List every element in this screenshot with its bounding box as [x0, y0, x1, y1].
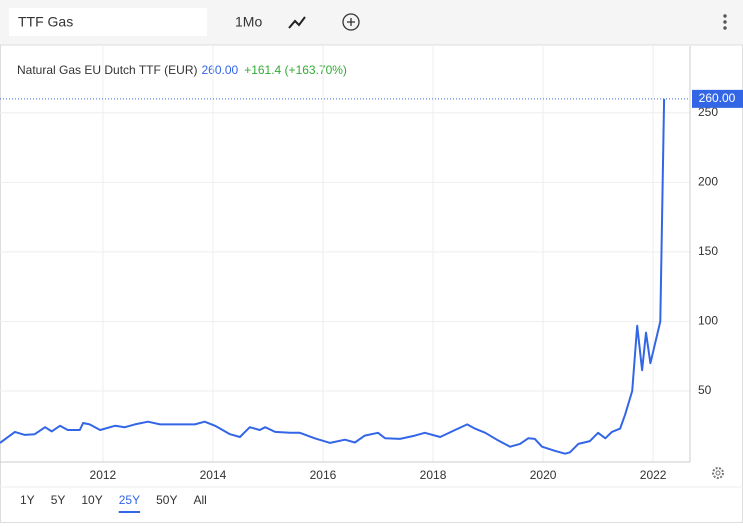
search-box[interactable] [9, 8, 207, 36]
menu-icon[interactable] [723, 14, 727, 30]
y-tick-label: 50 [698, 383, 712, 397]
x-tick-label: 2018 [420, 468, 447, 482]
interval-button[interactable]: 1Mo [235, 14, 262, 30]
range-button[interactable]: All [193, 493, 206, 507]
legend-name: Natural Gas EU Dutch TTF (EUR) [17, 63, 197, 77]
last-price-label: 260.00 [699, 91, 736, 105]
range-button[interactable]: 1Y [20, 493, 35, 507]
legend-price: 260.00 [201, 63, 238, 77]
last-price-box [692, 89, 743, 108]
price-line [0, 98, 666, 455]
chart-type-icon[interactable] [288, 16, 306, 29]
compare-plus [347, 18, 355, 26]
settings-icon[interactable] [712, 467, 724, 479]
y-tick-label: 200 [698, 175, 718, 189]
compare-icon[interactable] [342, 13, 360, 31]
range-button[interactable]: 25Y [119, 493, 140, 507]
y-tick-label: 100 [698, 314, 718, 328]
legend-change: +161.4 (+163.70%) [244, 63, 347, 77]
range-button[interactable]: 50Y [156, 493, 177, 507]
y-tick-label: 150 [698, 244, 718, 258]
search-text[interactable]: TTF Gas [18, 14, 73, 30]
x-tick-label: 2020 [530, 468, 557, 482]
x-tick-label: 2012 [90, 468, 117, 482]
range-button[interactable]: 10Y [81, 493, 102, 507]
x-tick-label: 2014 [200, 468, 227, 482]
x-tick-label: 2016 [310, 468, 337, 482]
x-tick-label: 2022 [640, 468, 667, 482]
y-tick-label: 250 [698, 105, 718, 119]
range-button[interactable]: 5Y [51, 493, 66, 507]
